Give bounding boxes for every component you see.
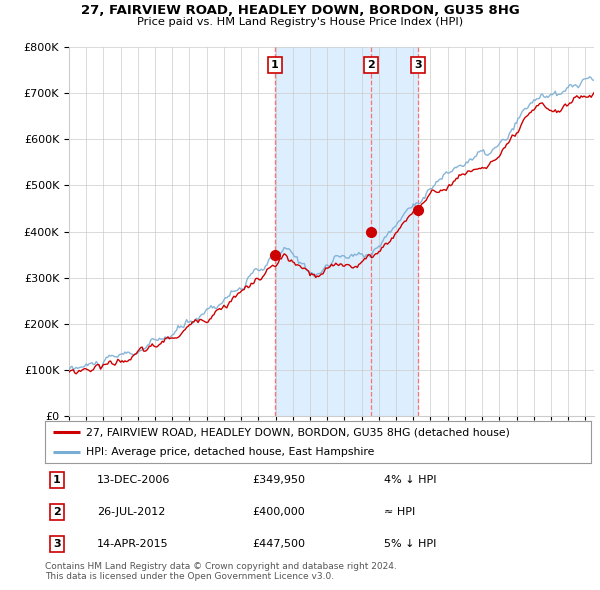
- Text: 5% ↓ HPI: 5% ↓ HPI: [383, 539, 436, 549]
- Text: 26-JUL-2012: 26-JUL-2012: [97, 507, 165, 517]
- Text: £447,500: £447,500: [253, 539, 305, 549]
- Text: 3: 3: [415, 60, 422, 70]
- Text: 27, FAIRVIEW ROAD, HEADLEY DOWN, BORDON, GU35 8HG: 27, FAIRVIEW ROAD, HEADLEY DOWN, BORDON,…: [80, 4, 520, 17]
- Bar: [275, 47, 418, 416]
- Text: 2: 2: [368, 60, 376, 70]
- Text: 4% ↓ HPI: 4% ↓ HPI: [383, 475, 436, 485]
- Text: Contains HM Land Registry data © Crown copyright and database right 2024.: Contains HM Land Registry data © Crown c…: [45, 562, 397, 571]
- Text: 1: 1: [271, 60, 279, 70]
- Text: 14-APR-2015: 14-APR-2015: [97, 539, 169, 549]
- Text: 3: 3: [53, 539, 61, 549]
- Text: Price paid vs. HM Land Registry's House Price Index (HPI): Price paid vs. HM Land Registry's House …: [137, 17, 463, 27]
- Text: £349,950: £349,950: [253, 475, 305, 485]
- Text: 13-DEC-2006: 13-DEC-2006: [97, 475, 170, 485]
- Text: This data is licensed under the Open Government Licence v3.0.: This data is licensed under the Open Gov…: [45, 572, 334, 581]
- Text: £400,000: £400,000: [253, 507, 305, 517]
- Text: 2: 2: [53, 507, 61, 517]
- Text: HPI: Average price, detached house, East Hampshire: HPI: Average price, detached house, East…: [86, 447, 374, 457]
- Text: 27, FAIRVIEW ROAD, HEADLEY DOWN, BORDON, GU35 8HG (detached house): 27, FAIRVIEW ROAD, HEADLEY DOWN, BORDON,…: [86, 427, 510, 437]
- Text: ≈ HPI: ≈ HPI: [383, 507, 415, 517]
- Text: 1: 1: [53, 475, 61, 485]
